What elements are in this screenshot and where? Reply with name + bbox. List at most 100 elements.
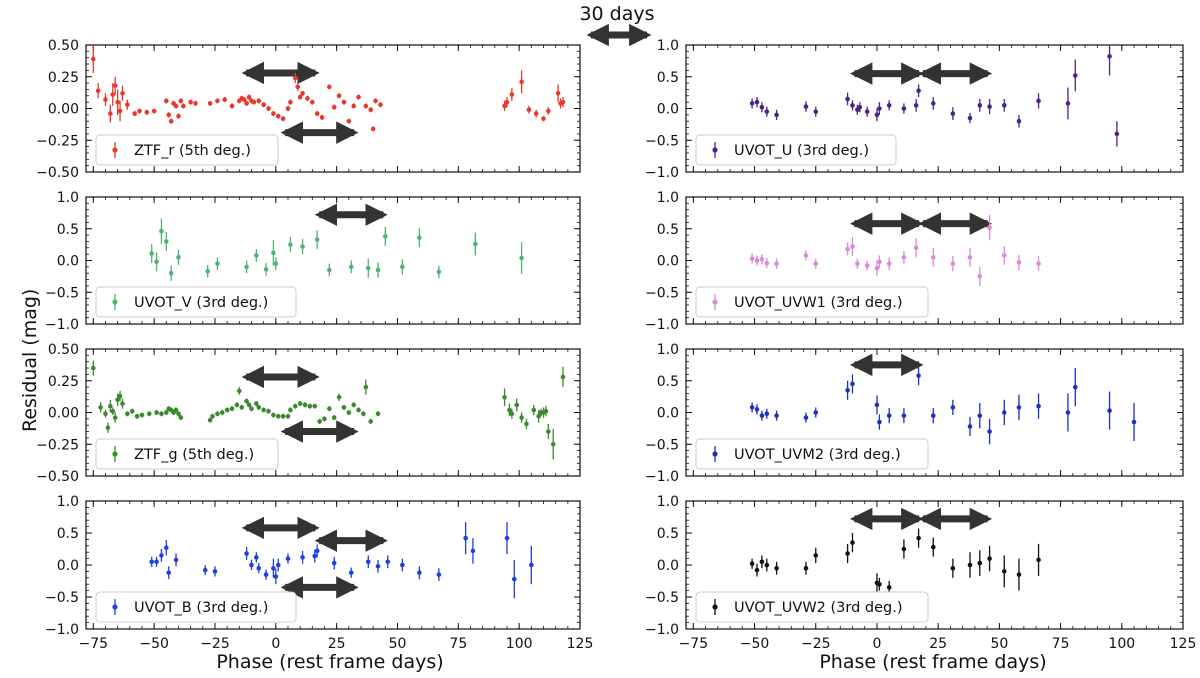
point-marker	[336, 93, 342, 99]
point-marker	[764, 260, 770, 266]
x-axes: −75 −50 −25 0 25 50 75 100 125 −75 −50 −25 0 25 50 75 10…	[79, 636, 1197, 652]
point-marker	[115, 99, 120, 105]
data-point	[874, 108, 880, 122]
data-point	[507, 403, 512, 417]
point-marker	[764, 109, 770, 114]
data-point	[288, 99, 293, 105]
data-point	[519, 412, 524, 423]
point-marker	[120, 90, 125, 96]
panel-uvot_b: 1.0 0.5 0.0 −0.5 −1.0 UVOT_B (3rd deg.)	[45, 494, 581, 638]
y-tick-label: 0.5	[57, 526, 79, 542]
point-marker	[774, 112, 779, 118]
y-tick-label: −0.5	[645, 133, 679, 149]
x-tick-label: 75	[1052, 636, 1070, 652]
legend: UVOT_V (3rd deg.)	[95, 286, 297, 318]
point-marker	[363, 384, 369, 390]
point-marker	[519, 415, 524, 420]
point-marker	[504, 535, 510, 541]
point-marker	[210, 414, 215, 419]
data-point	[300, 238, 305, 255]
data-point	[351, 103, 356, 109]
y-tick-label: 0.00	[48, 406, 79, 422]
point-marker	[886, 413, 892, 418]
data-point	[519, 242, 524, 274]
data-point	[173, 103, 179, 109]
legend-label: UVOT_UVW2 (3rd deg.)	[734, 600, 903, 616]
data-point	[351, 402, 356, 408]
data-point	[317, 418, 322, 424]
point-marker	[112, 83, 118, 88]
data-point	[511, 559, 517, 599]
point-marker	[759, 413, 765, 418]
point-marker	[125, 411, 130, 417]
point-marker	[901, 546, 907, 552]
point-marker	[361, 411, 366, 417]
data-point	[176, 113, 181, 119]
data-point	[222, 97, 228, 103]
point-marker	[159, 228, 164, 234]
point-marker	[215, 261, 220, 266]
data-point	[132, 111, 137, 117]
data-point	[91, 360, 96, 376]
point-marker	[356, 94, 361, 100]
point-marker	[117, 108, 123, 114]
point-marker	[886, 103, 892, 108]
point-marker	[256, 405, 262, 410]
data-point	[261, 102, 266, 108]
data-point	[327, 84, 332, 90]
point-marker	[754, 258, 760, 263]
data-point	[146, 411, 152, 417]
point-marker	[375, 563, 381, 569]
point-marker	[987, 225, 992, 230]
y-tick-label: 0.5	[657, 222, 679, 238]
data-point	[173, 407, 179, 413]
point-marker	[275, 562, 281, 568]
point-marker	[813, 109, 819, 114]
data-point	[154, 556, 159, 567]
point-marker	[857, 104, 863, 110]
point-marker	[417, 570, 422, 575]
point-marker	[378, 102, 383, 107]
point-marker	[524, 421, 529, 427]
point-marker	[261, 102, 266, 107]
data-point	[967, 552, 973, 578]
data-point	[327, 406, 332, 412]
data-point	[877, 102, 882, 115]
data-point	[166, 112, 172, 118]
point-marker	[850, 540, 855, 545]
data-point	[212, 566, 218, 577]
scale-label: 30 days	[579, 3, 654, 25]
point-marker	[368, 419, 374, 424]
point-marker	[327, 406, 332, 411]
point-marker	[164, 545, 169, 551]
y-tick-label: −0.25	[36, 437, 79, 453]
data-point	[967, 112, 973, 124]
point-marker	[368, 107, 374, 113]
x-tick-label: −25	[200, 636, 230, 652]
point-marker	[533, 111, 539, 116]
legend-box	[95, 438, 279, 470]
point-marker	[913, 245, 919, 251]
data-point	[1107, 45, 1112, 76]
y-tick-label: −1.0	[645, 317, 679, 333]
data-point	[1036, 393, 1041, 419]
point-marker	[331, 560, 337, 566]
point-marker	[967, 562, 973, 568]
point-marker	[331, 415, 337, 420]
point-marker	[514, 402, 520, 408]
point-marker	[125, 102, 130, 107]
data-point	[845, 92, 850, 106]
x-tick-label: 0	[271, 636, 280, 652]
x-tick-label: 50	[990, 636, 1008, 652]
data-point	[764, 106, 770, 117]
data-point	[502, 388, 507, 407]
point-marker	[254, 253, 259, 258]
data-point	[300, 90, 305, 96]
point-marker	[110, 92, 116, 97]
legend-label: UVOT_U (3rd deg.)	[734, 143, 869, 159]
data-point	[176, 411, 181, 417]
point-marker	[117, 393, 123, 399]
point-marker	[375, 267, 381, 273]
data-point	[181, 103, 186, 109]
data-point	[254, 401, 259, 407]
